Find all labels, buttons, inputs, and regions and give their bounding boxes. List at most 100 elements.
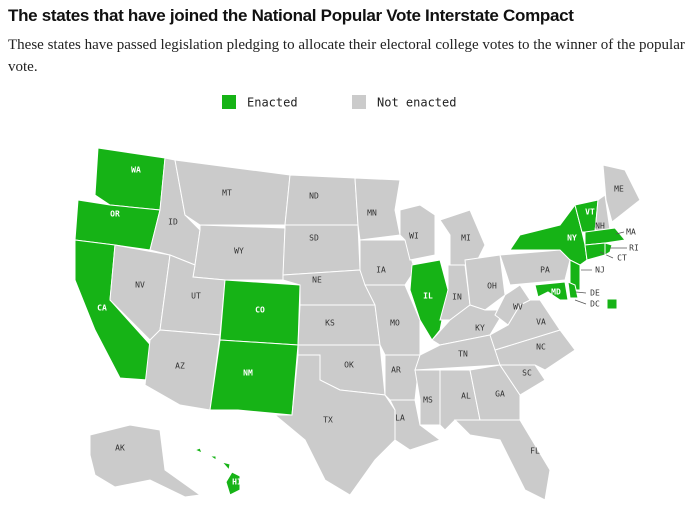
- state-label: HI: [232, 478, 242, 487]
- state-shape: [94, 147, 166, 211]
- state-shape: [606, 298, 618, 310]
- state-label: WI: [409, 232, 419, 241]
- state-shape: [569, 259, 581, 291]
- state: TX: [273, 354, 396, 496]
- state-shape: [602, 164, 641, 223]
- state-shape: [389, 399, 442, 451]
- state-label: MD: [551, 288, 561, 297]
- state-shape: [209, 339, 299, 416]
- state-shape: [464, 254, 506, 311]
- state-label: MI: [461, 234, 471, 243]
- leader-line: [575, 291, 587, 294]
- state-label: CA: [97, 304, 107, 313]
- state-shape: [284, 174, 359, 226]
- state-label: VA: [536, 318, 546, 327]
- state: FL: [453, 419, 551, 501]
- state-label: NM: [243, 369, 253, 378]
- state-label: AR: [391, 366, 401, 375]
- state-shape: [584, 242, 606, 261]
- state-label: RI: [629, 244, 639, 253]
- state: CO: [219, 279, 301, 346]
- subtitle: These states have passed legislation ple…: [8, 37, 685, 75]
- legend-label: Not enacted: [377, 96, 456, 110]
- state-shape: [604, 242, 613, 256]
- state: WV: [494, 284, 531, 326]
- state: SD: [282, 224, 361, 276]
- state: ME: [602, 164, 641, 223]
- state-label: TN: [458, 350, 468, 359]
- legend-label: Enacted: [247, 96, 298, 110]
- state-label: AK: [115, 444, 125, 453]
- state: MT: [174, 159, 291, 226]
- state-label: MO: [390, 319, 400, 328]
- state-label: ME: [614, 185, 624, 194]
- state-label: MT: [222, 189, 232, 198]
- state-label: OR: [110, 210, 120, 219]
- state-label: KY: [475, 324, 485, 333]
- state: MN: [354, 177, 401, 241]
- state-label: TX: [323, 416, 333, 425]
- state-label: WV: [513, 303, 523, 312]
- legend-swatch: [222, 95, 236, 109]
- state-label: NH: [595, 222, 605, 231]
- state-label: AL: [461, 392, 471, 401]
- state-shape: [220, 461, 231, 472]
- legend-swatch: [352, 95, 366, 109]
- state-label: OK: [344, 361, 354, 370]
- state: HI: [193, 447, 242, 496]
- state-shape: [282, 224, 361, 276]
- state-shape: [469, 364, 521, 421]
- state-label: VT: [585, 208, 595, 217]
- state-label: SD: [309, 234, 319, 243]
- state: AK: [89, 424, 202, 498]
- state-label: WY: [234, 247, 244, 256]
- state: GA: [469, 364, 521, 421]
- state-label: NV: [135, 281, 145, 290]
- state-shape: [414, 369, 441, 426]
- state-label: CO: [255, 306, 265, 315]
- state-label: MS: [423, 396, 433, 405]
- state: MS: [414, 369, 441, 426]
- state: AR: [384, 354, 421, 401]
- state-label: DE: [590, 289, 600, 298]
- title: The states that have joined the National…: [8, 6, 574, 25]
- state-shape: [494, 284, 531, 326]
- state: DE: [567, 281, 600, 299]
- state: AZ: [144, 329, 221, 411]
- state-shape: [354, 177, 401, 241]
- state: RI: [604, 242, 639, 256]
- state: MA: [584, 227, 636, 246]
- state-label: IA: [376, 266, 386, 275]
- state-shape: [297, 304, 381, 346]
- state: PA: [499, 249, 571, 286]
- state-label: MA: [626, 228, 636, 237]
- state-shape: [453, 419, 551, 501]
- state-shape: [193, 447, 203, 454]
- state: MD: [534, 281, 569, 301]
- state-label: UT: [191, 292, 201, 301]
- state: KS: [297, 304, 381, 346]
- state-label: WA: [131, 166, 141, 175]
- state: NJ: [569, 259, 605, 291]
- state-label: NE: [312, 276, 322, 285]
- state-label: MN: [367, 209, 377, 218]
- state-label: ID: [168, 218, 178, 227]
- state-label: FL: [530, 447, 540, 456]
- state: CT: [584, 242, 627, 263]
- state: NM: [209, 339, 299, 416]
- state-label: ND: [309, 192, 319, 201]
- state-label: NY: [567, 234, 577, 243]
- state-shape: [273, 354, 396, 496]
- state: WY: [192, 224, 286, 281]
- state-shape: [567, 281, 579, 299]
- state-label: DC: [590, 300, 600, 309]
- state-label: CT: [617, 254, 627, 263]
- leader-line: [599, 251, 614, 259]
- state: WA: [94, 147, 166, 211]
- state: LA: [389, 399, 442, 451]
- state-label: NC: [536, 343, 546, 352]
- state-label: SC: [522, 369, 532, 378]
- state-label: IN: [452, 293, 462, 302]
- state-label: IL: [423, 292, 433, 301]
